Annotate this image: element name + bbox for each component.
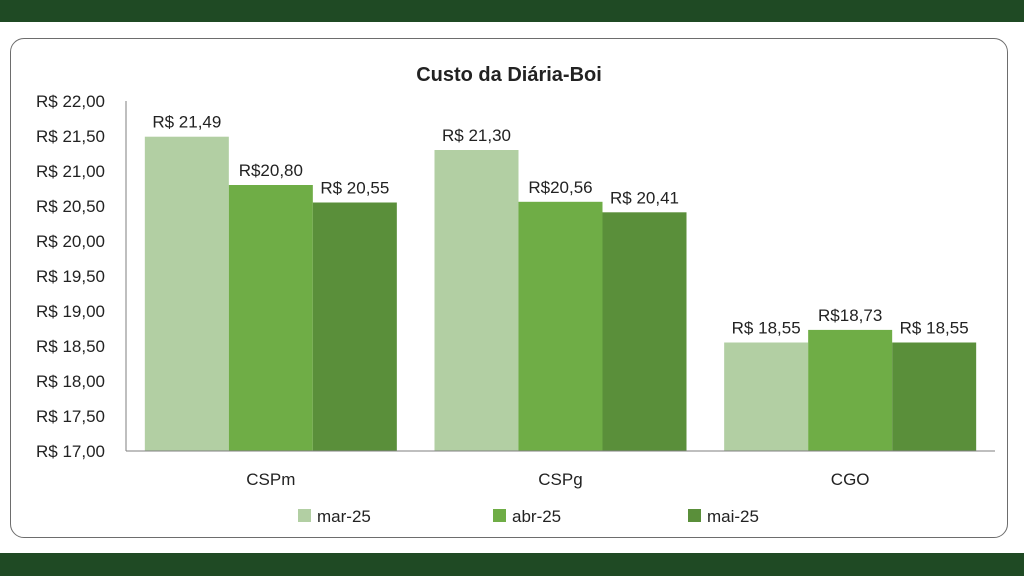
y-axis: R$ 22,00 R$ 21,50 R$ 21,00 R$ 20,50 R$ 20,00… xyxy=(36,92,127,461)
data-label: R$ 21,30 xyxy=(442,126,511,145)
x-axis: CSPm CSPg CGO xyxy=(126,450,995,489)
data-label: R$ 18,55 xyxy=(732,319,801,338)
data-label: R$ 18,55 xyxy=(900,319,969,338)
y-tick-label: R$ 21,50 xyxy=(36,127,105,146)
y-tick-label: R$ 19,50 xyxy=(36,267,105,286)
legend-swatch xyxy=(298,509,311,522)
bar-mar-25 xyxy=(724,342,809,451)
chart-title: Custo da Diária-Boi xyxy=(416,64,602,86)
bar-mai-25 xyxy=(312,202,397,451)
chart-card: Custo da Diária-Boi R$ 22,00 R$ 21,50 R$ 2… xyxy=(10,38,1008,538)
y-tick-label: R$ 17,50 xyxy=(36,407,105,426)
y-tick-label: R$ 19,00 xyxy=(36,302,105,321)
bars: R$ 21,49 R$20,80 R$ 20,55 R$ 21,30 R$20,56 R$… xyxy=(144,113,977,451)
data-label: R$18,73 xyxy=(818,306,882,325)
legend-label: mar-25 xyxy=(317,507,371,526)
legend-label: abr-25 xyxy=(512,507,561,526)
x-tick-label: CSPm xyxy=(246,470,295,489)
bar-mar-25 xyxy=(144,136,229,451)
bar-mai-25 xyxy=(602,212,687,451)
bar-abr-25 xyxy=(518,201,603,451)
chart-svg: Custo da Diária-Boi R$ 22,00R$ 21,50R$ 2… xyxy=(36,64,995,526)
y-tick-label: R$ 21,00 xyxy=(36,162,105,181)
bar-mar-25 xyxy=(434,150,519,451)
y-tick-label: R$ 18,00 xyxy=(36,372,105,391)
legend: mar-25 abr-25 mai-25 xyxy=(298,507,759,526)
bar-abr-25 xyxy=(228,185,313,451)
legend-label: mai-25 xyxy=(707,507,759,526)
data-label: R$20,80 xyxy=(239,161,303,180)
data-label: R$ 21,49 xyxy=(152,113,221,132)
bar-abr-25 xyxy=(808,329,893,451)
y-tick-label: R$ 22,00 xyxy=(36,92,105,111)
x-tick-label: CGO xyxy=(831,470,870,489)
y-tick-label: R$ 18,50 xyxy=(36,337,105,356)
y-tick-label: R$ 20,00 xyxy=(36,232,105,251)
legend-swatch xyxy=(688,509,701,522)
legend-swatch xyxy=(493,509,506,522)
data-label: R$ 20,55 xyxy=(320,179,389,198)
y-tick-label: R$ 20,50 xyxy=(36,197,105,216)
data-label: R$ 20,41 xyxy=(610,188,679,207)
x-tick-label: CSPg xyxy=(538,470,582,489)
data-label: R$20,56 xyxy=(528,178,592,197)
top-banner xyxy=(0,0,1024,22)
y-tick-label: R$ 17,00 xyxy=(36,442,105,461)
bottom-banner xyxy=(0,553,1024,576)
bar-mai-25 xyxy=(892,342,977,451)
